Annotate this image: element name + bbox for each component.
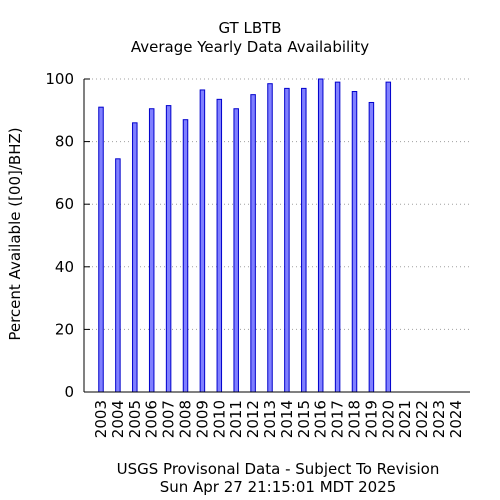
bar-2016 bbox=[317, 78, 324, 393]
bar-2004 bbox=[115, 158, 121, 393]
bar-2008 bbox=[182, 119, 189, 393]
x-tick-label-2018: 2018 bbox=[346, 400, 364, 438]
x-tick-label-2003: 2003 bbox=[92, 400, 110, 438]
bar-2017 bbox=[334, 81, 341, 393]
bar-2010 bbox=[216, 98, 223, 393]
bar-2019 bbox=[368, 101, 375, 393]
x-tick-label-2021: 2021 bbox=[396, 400, 414, 438]
bar-2018 bbox=[351, 91, 358, 393]
x-tick-label-2008: 2008 bbox=[177, 400, 195, 438]
x-tick-label-2007: 2007 bbox=[160, 400, 178, 438]
footer-disclaimer: USGS Provisonal Data - Subject To Revisi… bbox=[116, 460, 440, 478]
x-tick-label-2024: 2024 bbox=[447, 400, 465, 438]
bar-2007 bbox=[165, 105, 172, 393]
x-tick-labels: 2003200420052006200720082009201020112012… bbox=[92, 400, 465, 438]
x-tick-label-2022: 2022 bbox=[413, 400, 431, 438]
y-tick-label: 60 bbox=[55, 195, 74, 213]
x-tick-label-2016: 2016 bbox=[312, 400, 330, 438]
chart-title: GT LBTB bbox=[218, 19, 282, 37]
x-tick-label-2005: 2005 bbox=[126, 400, 144, 438]
x-tick-label-2004: 2004 bbox=[109, 400, 127, 438]
chart-subtitle: Average Yearly Data Availability bbox=[130, 38, 370, 56]
bars bbox=[98, 78, 392, 393]
x-tick-label-2015: 2015 bbox=[295, 400, 313, 438]
bar-2014 bbox=[284, 87, 290, 393]
bar-2003 bbox=[98, 106, 104, 393]
x-tick-label-2023: 2023 bbox=[430, 400, 448, 438]
bar-2015 bbox=[301, 87, 307, 393]
x-tick-label-2010: 2010 bbox=[210, 400, 228, 438]
x-tick-label-2013: 2013 bbox=[261, 400, 279, 438]
bar-2006 bbox=[148, 108, 155, 393]
y-tick-label: 40 bbox=[55, 258, 74, 276]
y-tick-label: 80 bbox=[55, 133, 74, 151]
bar-2013 bbox=[267, 83, 273, 393]
x-tick-label-2020: 2020 bbox=[379, 400, 397, 438]
axes bbox=[83, 78, 470, 393]
bar-2005 bbox=[132, 122, 138, 393]
x-tick-label-2014: 2014 bbox=[278, 400, 296, 438]
y-tick-label: 0 bbox=[64, 383, 74, 401]
x-tick-label-2012: 2012 bbox=[244, 400, 262, 438]
bar-2020 bbox=[385, 81, 392, 393]
bar-2011 bbox=[233, 108, 239, 393]
x-tick-label-2006: 2006 bbox=[143, 400, 161, 438]
x-tick-label-2011: 2011 bbox=[227, 400, 245, 438]
bar-2012 bbox=[250, 94, 256, 393]
y-tick-labels: 0 20 40 60 80 100 bbox=[45, 70, 74, 401]
y-tick-label: 100 bbox=[45, 70, 74, 88]
bar-2009 bbox=[199, 89, 206, 393]
x-tick-label-2009: 2009 bbox=[193, 400, 211, 438]
y-axis-label: Percent Available ([00]/BHZ) bbox=[6, 127, 24, 340]
x-tick-label-2017: 2017 bbox=[329, 400, 347, 438]
y-tick-label: 20 bbox=[55, 320, 74, 338]
x-tick-label-2019: 2019 bbox=[362, 400, 380, 438]
grid-lines bbox=[84, 78, 470, 330]
footer-timestamp: Sun Apr 27 21:15:01 MDT 2025 bbox=[159, 478, 397, 496]
